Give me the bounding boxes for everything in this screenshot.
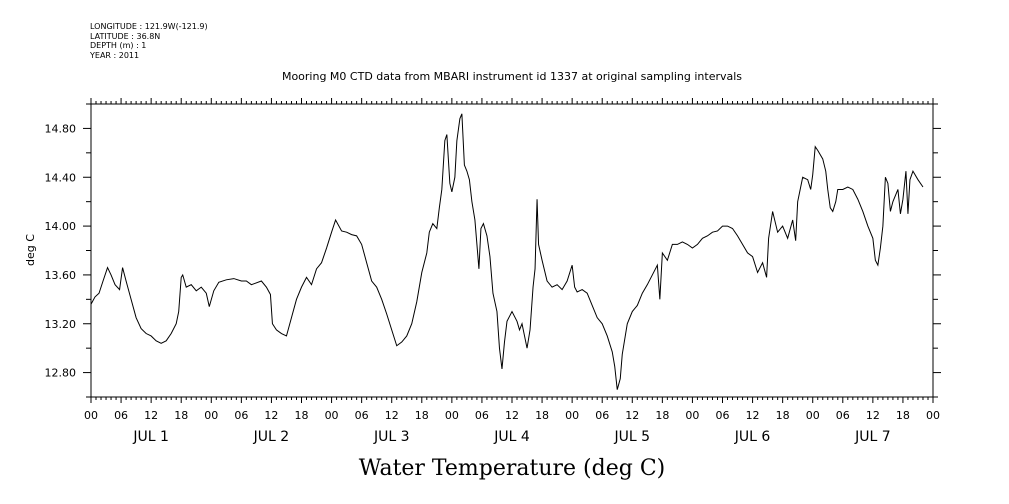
x-tick-label: 18 xyxy=(655,409,669,422)
x-tick-label: 00 xyxy=(685,409,699,422)
x-tick-label: 12 xyxy=(144,409,158,422)
depth-label: DEPTH (m) : 1 xyxy=(90,41,147,50)
y-tick-label: 13.20 xyxy=(45,318,77,331)
x-tick-label: 06 xyxy=(475,409,489,422)
y-tick-label: 12.80 xyxy=(45,367,77,380)
x-tick-label: 00 xyxy=(204,409,218,422)
x-tick-label: 18 xyxy=(776,409,790,422)
x-tick-label: 18 xyxy=(174,409,188,422)
x-tick-label: 00 xyxy=(445,409,459,422)
x-tick-label: 06 xyxy=(836,409,850,422)
day-label: JUL 1 xyxy=(132,429,169,445)
x-tick-label: 12 xyxy=(866,409,880,422)
x-tick-label: 00 xyxy=(926,409,940,422)
day-label: JUL 2 xyxy=(253,429,290,445)
y-tick-label: 14.40 xyxy=(45,171,77,184)
y-tick-label: 14.80 xyxy=(45,122,77,135)
x-tick-labels: 00 06 12 18 00 06 12 18 00 06 12 18 00 06 12 18 00 06 12 18… xyxy=(84,409,940,422)
y-tick-labels: 12.80 13.20 13.60 14.00 14.40 14.80 xyxy=(45,122,77,379)
x-tick-label: 12 xyxy=(505,409,519,422)
x-tick-label: 00 xyxy=(325,409,339,422)
x-tick-label: 12 xyxy=(264,409,278,422)
x-tick-label: 06 xyxy=(595,409,609,422)
temperature-series-line xyxy=(90,113,924,390)
x-tick-label: 18 xyxy=(535,409,549,422)
axis-ticks xyxy=(83,98,941,403)
day-label: JUL 7 xyxy=(854,429,891,445)
chart-title: Mooring M0 CTD data from MBARI instrumen… xyxy=(282,70,742,83)
x-tick-label: 06 xyxy=(234,409,248,422)
y-tick-label: 14.00 xyxy=(45,220,77,233)
x-tick-label: 06 xyxy=(355,409,369,422)
station-metadata: LONGITUDE : 121.9W(-121.9) LATITUDE : 36… xyxy=(90,22,208,60)
latitude-label: LATITUDE : 36.8N xyxy=(90,31,161,41)
plot-frame xyxy=(90,103,934,398)
x-tick-label: 12 xyxy=(746,409,760,422)
x-tick-label: 18 xyxy=(295,409,309,422)
y-axis-label: deg C xyxy=(24,234,37,266)
day-label: JUL 5 xyxy=(614,429,651,445)
x-tick-label: 06 xyxy=(716,409,730,422)
x-tick-label: 00 xyxy=(806,409,820,422)
year-label: YEAR : 2011 xyxy=(90,50,140,60)
day-label: JUL 3 xyxy=(373,429,410,445)
day-label: JUL 4 xyxy=(493,429,530,445)
x-tick-label: 00 xyxy=(84,409,98,422)
day-labels: JUL 1 JUL 2 JUL 3 JUL 4 JUL 5 JUL 6 JUL 7 xyxy=(132,429,890,445)
x-tick-label: 06 xyxy=(114,409,128,422)
longitude-label: LONGITUDE : 121.9W(-121.9) xyxy=(90,22,208,31)
x-tick-label: 12 xyxy=(385,409,399,422)
x-axis-title: Water Temperature (deg C) xyxy=(359,456,666,481)
x-tick-label: 00 xyxy=(565,409,579,422)
y-tick-label: 13.60 xyxy=(45,269,77,282)
x-tick-label: 18 xyxy=(896,409,910,422)
day-label: JUL 6 xyxy=(734,429,771,445)
x-tick-label: 18 xyxy=(415,409,429,422)
x-tick-label: 12 xyxy=(625,409,639,422)
